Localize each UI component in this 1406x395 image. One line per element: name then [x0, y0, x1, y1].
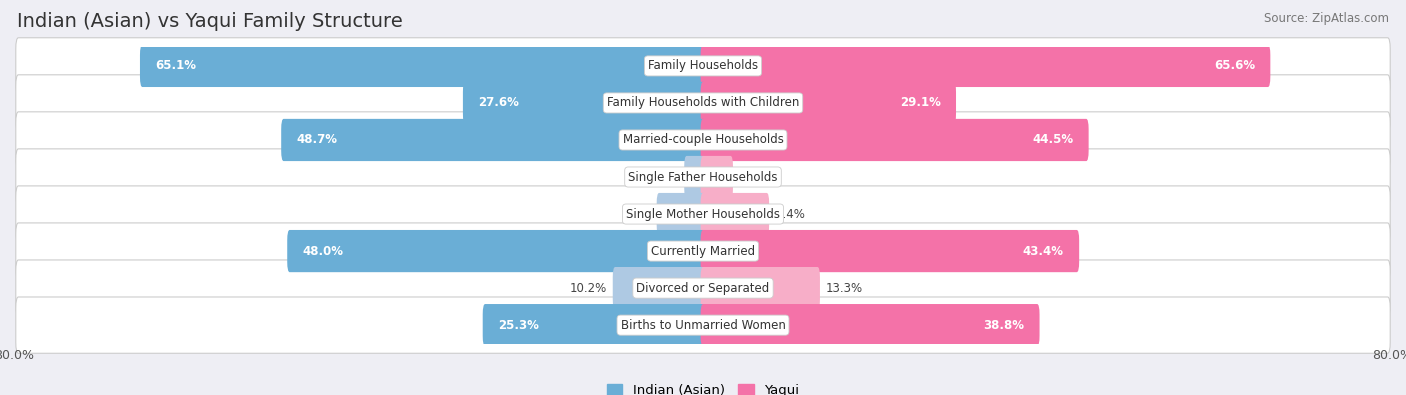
FancyBboxPatch shape: [15, 149, 1391, 205]
FancyBboxPatch shape: [15, 260, 1391, 316]
FancyBboxPatch shape: [700, 45, 1271, 87]
Text: 48.0%: 48.0%: [302, 245, 343, 258]
Text: 38.8%: 38.8%: [983, 319, 1024, 332]
Text: 3.2%: 3.2%: [740, 171, 769, 184]
Text: 13.3%: 13.3%: [827, 282, 863, 295]
FancyBboxPatch shape: [700, 267, 820, 309]
Text: 1.9%: 1.9%: [648, 171, 678, 184]
FancyBboxPatch shape: [482, 304, 706, 346]
FancyBboxPatch shape: [657, 193, 706, 235]
FancyBboxPatch shape: [700, 119, 1088, 161]
FancyBboxPatch shape: [15, 112, 1391, 168]
FancyBboxPatch shape: [141, 45, 706, 87]
Text: 27.6%: 27.6%: [478, 96, 519, 109]
FancyBboxPatch shape: [700, 82, 956, 124]
FancyBboxPatch shape: [700, 193, 769, 235]
Text: 48.7%: 48.7%: [297, 134, 337, 147]
FancyBboxPatch shape: [613, 267, 706, 309]
Text: 10.2%: 10.2%: [569, 282, 606, 295]
Text: Single Mother Households: Single Mother Households: [626, 207, 780, 220]
Text: Divorced or Separated: Divorced or Separated: [637, 282, 769, 295]
FancyBboxPatch shape: [15, 223, 1391, 279]
Text: Source: ZipAtlas.com: Source: ZipAtlas.com: [1264, 12, 1389, 25]
FancyBboxPatch shape: [15, 75, 1391, 131]
Text: Married-couple Households: Married-couple Households: [623, 134, 783, 147]
FancyBboxPatch shape: [700, 230, 1080, 272]
Text: 25.3%: 25.3%: [498, 319, 538, 332]
Text: 7.4%: 7.4%: [775, 207, 806, 220]
Text: 43.4%: 43.4%: [1022, 245, 1064, 258]
Text: 29.1%: 29.1%: [900, 96, 941, 109]
FancyBboxPatch shape: [700, 304, 1039, 346]
Text: Currently Married: Currently Married: [651, 245, 755, 258]
FancyBboxPatch shape: [700, 156, 733, 198]
Text: Births to Unmarried Women: Births to Unmarried Women: [620, 319, 786, 332]
Text: 44.5%: 44.5%: [1032, 134, 1073, 147]
FancyBboxPatch shape: [287, 230, 706, 272]
FancyBboxPatch shape: [281, 119, 706, 161]
Legend: Indian (Asian), Yaqui: Indian (Asian), Yaqui: [602, 379, 804, 395]
Text: Family Households with Children: Family Households with Children: [607, 96, 799, 109]
FancyBboxPatch shape: [685, 156, 706, 198]
Text: 65.6%: 65.6%: [1213, 59, 1256, 72]
Text: 65.1%: 65.1%: [155, 59, 197, 72]
FancyBboxPatch shape: [463, 82, 706, 124]
Text: Family Households: Family Households: [648, 59, 758, 72]
Text: Indian (Asian) vs Yaqui Family Structure: Indian (Asian) vs Yaqui Family Structure: [17, 12, 402, 31]
Text: 5.1%: 5.1%: [620, 207, 651, 220]
FancyBboxPatch shape: [15, 186, 1391, 242]
FancyBboxPatch shape: [15, 38, 1391, 94]
Text: Single Father Households: Single Father Households: [628, 171, 778, 184]
FancyBboxPatch shape: [15, 297, 1391, 353]
